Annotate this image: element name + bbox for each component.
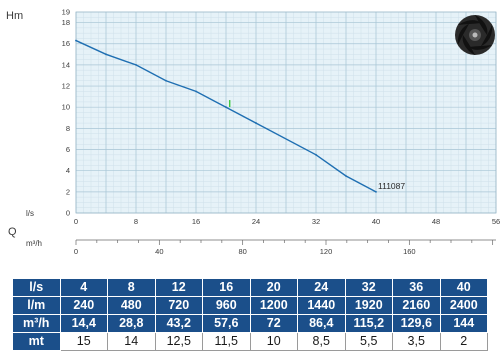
y-axis-label: Hm — [6, 10, 23, 22]
y-tick-label: 6 — [66, 145, 70, 154]
table-cell: 115,2 — [344, 314, 393, 333]
table-row-label: m³/h — [12, 314, 61, 333]
table-cell: 960 — [202, 296, 251, 315]
table-cell: 86,4 — [297, 314, 346, 333]
table-cell: 1200 — [249, 296, 298, 315]
pump-curve-point — [315, 153, 317, 156]
y-tick-label: 16 — [62, 39, 70, 48]
x-tick-label-ls: 0 — [74, 217, 78, 226]
x-tick-label-ls: 48 — [432, 217, 440, 226]
performance-table: l/s 4 8 12 16 20 24 32 36 40 l/m 240 480 720 960 1200 14… — [12, 278, 488, 351]
table-cell: 1920 — [344, 296, 393, 315]
table-cell: 36 — [392, 278, 441, 297]
table-row: mt 15 14 12,5 11,5 10 8,5 5,5 3,5 2 — [12, 332, 488, 351]
table-cell: 480 — [107, 296, 156, 315]
table-cell: 12,5 — [154, 332, 203, 351]
x-tick-label-ls: 16 — [192, 217, 200, 226]
table-row-label: l/s — [12, 278, 61, 297]
pump-curve-point — [375, 190, 377, 193]
x-tick-label-ls: 40 — [372, 217, 380, 226]
x-tick-label-ls: 24 — [252, 217, 260, 226]
m3h-tick-label: 120 — [320, 247, 333, 256]
table-cell: 12 — [154, 278, 203, 297]
table-cell: 2 — [439, 332, 488, 351]
table-cell: 10 — [249, 332, 298, 351]
table-cell: 8 — [107, 278, 156, 297]
table-cell: 24 — [297, 278, 346, 297]
table-row: l/m 240 480 720 960 1200 1440 1920 2160 2400 — [12, 296, 488, 315]
x-axis-label-q: Q — [8, 226, 17, 238]
table-row-label: l/m — [12, 296, 61, 315]
table-cell: 144 — [439, 314, 488, 333]
table-cell: 16 — [202, 278, 251, 297]
pump-curve-point — [165, 79, 167, 82]
plot-border — [75, 11, 497, 214]
y-tick-label: 19 — [62, 8, 70, 17]
m3h-tick-label: 160 — [403, 247, 416, 256]
table-cell: 240 — [59, 296, 108, 315]
pump-curve-point — [75, 39, 77, 42]
pump-curve-point — [135, 63, 137, 66]
table-cell: 3,5 — [392, 332, 441, 351]
y-tick-label: 14 — [62, 60, 70, 69]
pump-curve-line — [75, 39, 377, 193]
table-cell: 14 — [107, 332, 156, 351]
table-cell: 720 — [154, 296, 203, 315]
table-cell: 8,5 — [297, 332, 346, 351]
table-cell: 20 — [249, 278, 298, 297]
table-cell: 2400 — [439, 296, 488, 315]
m3h-tick-label: 0 — [74, 247, 78, 256]
pump-curve-point — [345, 175, 347, 177]
table-cell: 4 — [59, 278, 108, 297]
table-row: m³/h 14,4 28,8 43,2 57,6 72 86,4 115,2 129,6 144 — [12, 314, 488, 333]
table-cell: 129,6 — [392, 314, 441, 333]
y-tick-label: 18 — [62, 18, 70, 27]
x-axis-label-m3h: m³/h — [26, 239, 42, 248]
table-cell: 57,6 — [202, 314, 251, 333]
series-name-label: 111087 — [378, 181, 405, 191]
x-tick-label-ls: 56 — [492, 217, 500, 226]
table-cell: 11,5 — [202, 332, 251, 351]
y-tick-label: 0 — [66, 209, 70, 218]
m3h-tick-label: 40 — [155, 247, 163, 256]
pump-curve-point — [255, 122, 257, 124]
x-tick-label-ls: 8 — [134, 217, 138, 226]
y-tick-label: 10 — [62, 103, 70, 112]
pump-curve-point — [105, 53, 107, 56]
y-tick-label: 12 — [62, 82, 70, 91]
pump-curve-point — [195, 90, 197, 93]
table-cell: 28,8 — [107, 314, 156, 333]
table-cell: 5,5 — [344, 332, 393, 351]
table-cell: 43,2 — [154, 314, 203, 333]
table-cell: 72 — [249, 314, 298, 333]
table-row-label: mt — [12, 332, 61, 351]
y-tick-label: 2 — [66, 187, 70, 196]
table-cell: 40 — [439, 278, 488, 297]
table-cell: 2160 — [392, 296, 441, 315]
pump-curve-point — [225, 106, 227, 109]
x-axis-label-ls: l/s — [26, 209, 34, 218]
y-tick-label: 8 — [66, 124, 70, 133]
impeller-icon — [452, 12, 498, 58]
y-tick-label: 4 — [66, 166, 70, 175]
table-cell: 1440 — [297, 296, 346, 315]
table-cell: 15 — [59, 332, 108, 351]
x-tick-label-ls: 32 — [312, 217, 320, 226]
m3h-tick-label: 80 — [238, 247, 246, 256]
table-cell: 14,4 — [59, 314, 108, 333]
table-row: l/s 4 8 12 16 20 24 32 36 40 — [12, 278, 488, 297]
table-cell: 32 — [344, 278, 393, 297]
